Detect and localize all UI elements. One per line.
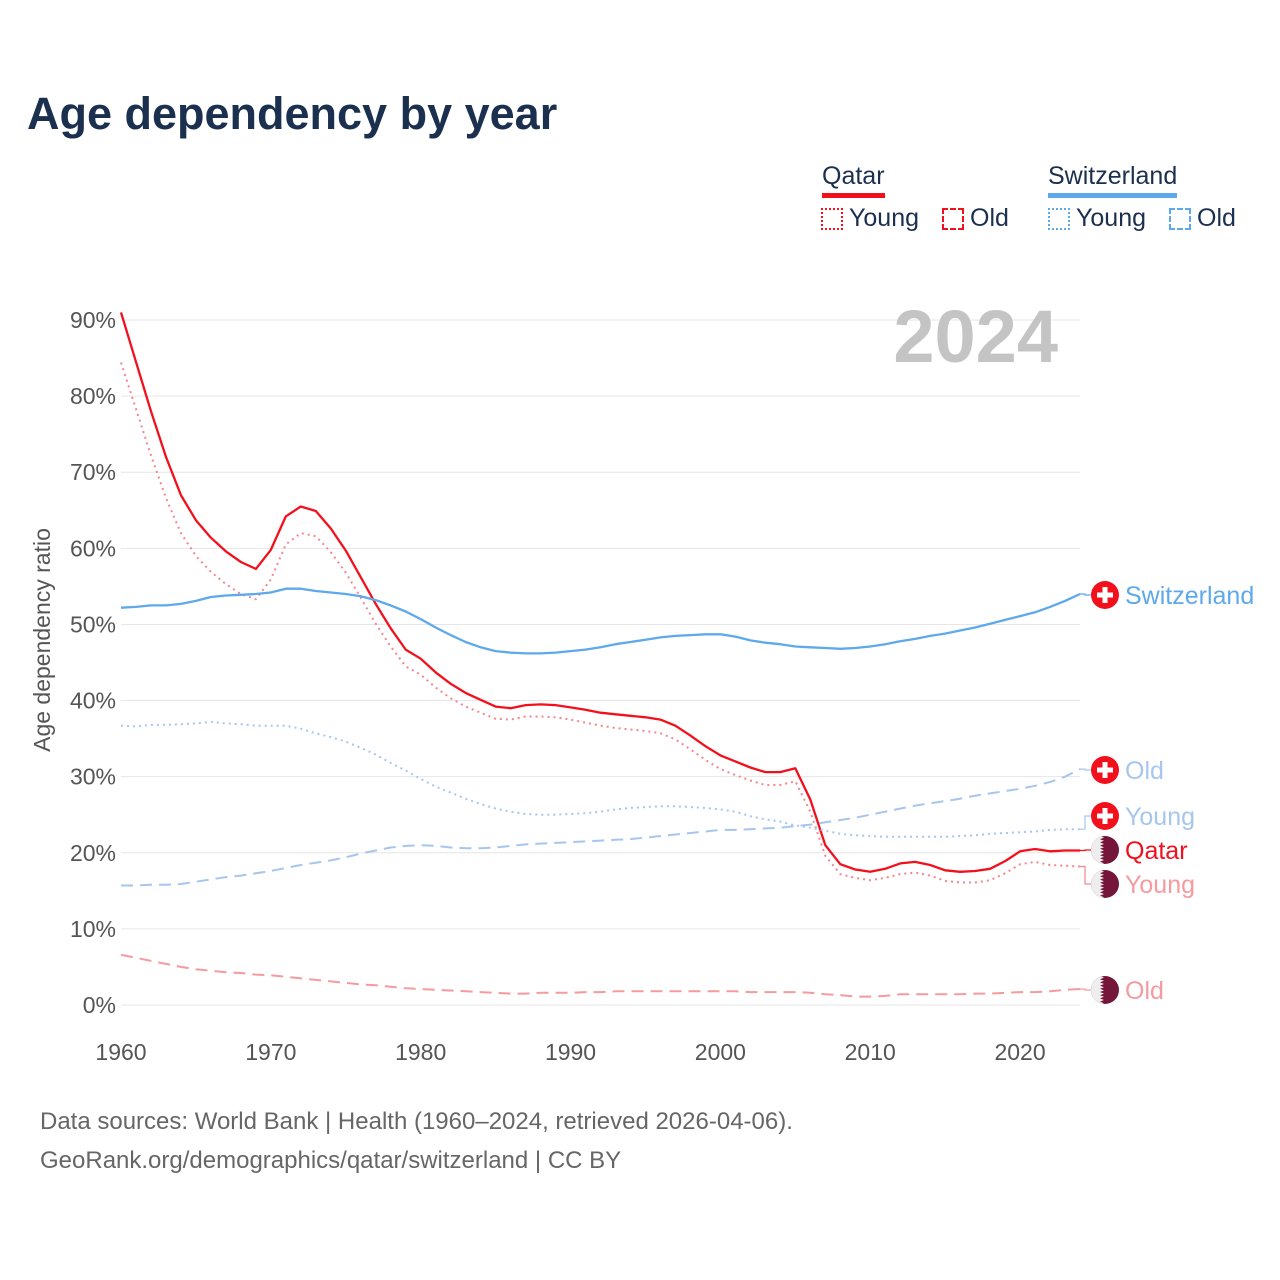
y-tick-label: 10% (70, 916, 116, 942)
footer-sources: Data sources: World Bank | Health (1960–… (40, 1108, 793, 1135)
switzerland-flag-icon (1091, 802, 1119, 830)
label-connector (1080, 988, 1092, 991)
end-label-qatar_total: Qatar (1125, 837, 1188, 865)
label-connector (1080, 815, 1092, 830)
label-connector (1080, 849, 1092, 852)
end-label-switzerland_old: Old (1125, 757, 1164, 785)
legend-qatar[interactable]: Qatar (822, 162, 885, 198)
end-label-switzerland_young: Young (1125, 803, 1195, 831)
series-line-switzerland_old[interactable] (121, 768, 1081, 887)
end-label-qatar_young: Young (1125, 871, 1195, 899)
legend-label: Young (849, 204, 919, 232)
x-tick-label: 2000 (695, 1039, 746, 1065)
y-axis-label: Age dependency ratio (29, 528, 55, 752)
label-connector (1080, 593, 1092, 596)
dashed-swatch-icon (942, 207, 964, 230)
series-line-qatar_old[interactable] (120, 953, 1081, 998)
series-line-qatar_total[interactable] (119, 312, 1080, 873)
qatar-flag-icon (1091, 836, 1119, 864)
series-line-switzerland_young[interactable] (120, 720, 1080, 838)
legend-label: Old (970, 204, 1009, 232)
end-label-switzerland_total: Switzerland (1125, 582, 1254, 610)
end-label-qatar_old: Old (1125, 977, 1164, 1005)
qatar-flag-icon (1091, 870, 1119, 898)
dashed-swatch-icon (1169, 207, 1191, 230)
qatar-flag-icon (1091, 976, 1119, 1004)
legend-qatar-young[interactable]: Young (821, 204, 919, 233)
x-tick-label: 1990 (545, 1039, 596, 1065)
y-tick-label: 80% (70, 383, 116, 409)
y-tick-label: 50% (70, 611, 116, 637)
y-tick-label: 40% (70, 688, 116, 714)
y-tick-label: 60% (70, 535, 116, 561)
legend-switzerland-old[interactable]: Old (1169, 204, 1236, 233)
year-display: 2024 (893, 295, 1058, 378)
x-tick-label: 1960 (95, 1039, 146, 1065)
x-tick-label: 2010 (845, 1039, 896, 1065)
legend-qatar-old[interactable]: Old (942, 204, 1009, 233)
y-tick-label: 90% (70, 307, 116, 333)
legend-label: Old (1197, 204, 1236, 232)
legend-switzerland[interactable]: Switzerland (1048, 162, 1178, 198)
y-tick-label: 70% (70, 459, 116, 485)
dotted-swatch-icon (1048, 207, 1070, 230)
footer-link[interactable]: GeoRank.org/demographics/qatar/switzerla… (40, 1147, 622, 1174)
switzerland-flag-icon (1091, 581, 1119, 609)
switzerland-flag-icon (1091, 756, 1119, 784)
legend-label: Young (1076, 204, 1146, 232)
x-tick-label: 1980 (395, 1039, 446, 1065)
legend-switzerland-young[interactable]: Young (1048, 204, 1146, 233)
dotted-swatch-icon (821, 207, 843, 230)
label-connector (1080, 865, 1092, 885)
x-tick-label: 2020 (994, 1039, 1045, 1065)
label-connector (1080, 768, 1092, 771)
series-line-qatar_young[interactable] (120, 362, 1081, 884)
y-tick-label: 20% (70, 840, 116, 866)
y-tick-label: 30% (70, 764, 116, 790)
chart-title: Age dependency by year (27, 88, 558, 139)
x-tick-label: 1970 (245, 1039, 296, 1065)
y-tick-label: 0% (83, 992, 116, 1018)
series-line-switzerland_total[interactable] (120, 587, 1081, 655)
